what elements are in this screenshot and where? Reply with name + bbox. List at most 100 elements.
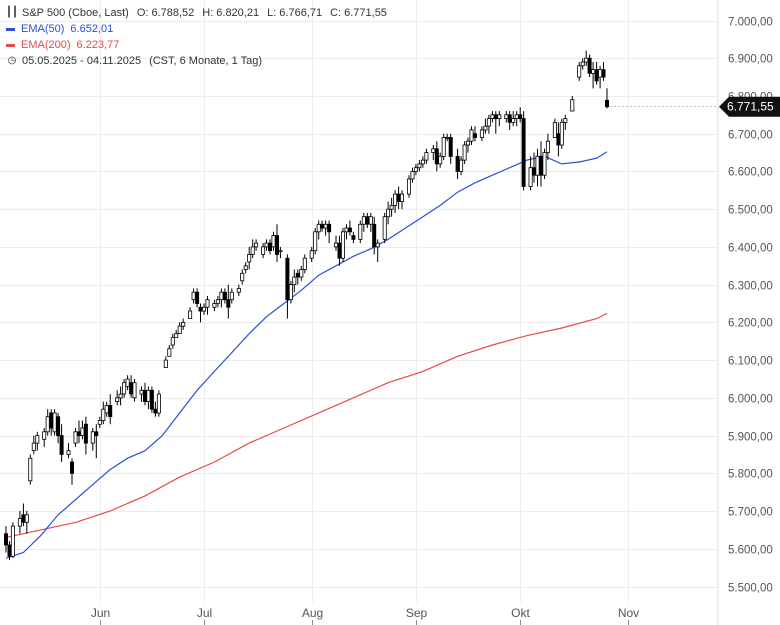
candle[interactable] — [327, 220, 332, 244]
candle[interactable] — [368, 212, 373, 232]
candle[interactable] — [580, 58, 585, 70]
candle[interactable] — [101, 401, 106, 425]
candle[interactable] — [250, 239, 255, 259]
candle[interactable] — [577, 62, 582, 81]
candle[interactable] — [587, 54, 592, 78]
candle[interactable] — [195, 288, 200, 308]
candle[interactable] — [448, 133, 453, 164]
candle[interactable] — [563, 114, 568, 130]
candle[interactable] — [399, 190, 404, 210]
candle[interactable] — [559, 118, 564, 149]
candle[interactable] — [201, 303, 206, 315]
candle[interactable] — [170, 333, 175, 349]
candle[interactable] — [459, 156, 464, 176]
candle[interactable] — [438, 152, 443, 168]
candle[interactable] — [483, 118, 488, 134]
candle[interactable] — [302, 254, 307, 274]
candle[interactable] — [181, 318, 186, 330]
candle[interactable] — [167, 345, 172, 357]
candle[interactable] — [118, 386, 123, 406]
candle[interactable] — [347, 220, 352, 236]
candle[interactable] — [4, 526, 9, 553]
candle[interactable] — [236, 284, 241, 296]
candle[interactable] — [406, 175, 411, 198]
candle[interactable] — [386, 201, 391, 225]
candle[interactable] — [389, 197, 394, 217]
candle[interactable] — [372, 216, 377, 255]
candle[interactable] — [340, 228, 345, 262]
candle[interactable] — [229, 288, 234, 304]
candle[interactable] — [605, 88, 610, 109]
candle[interactable] — [35, 431, 40, 451]
candle[interactable] — [413, 163, 418, 176]
candle[interactable] — [274, 224, 279, 262]
candle[interactable] — [358, 220, 363, 244]
candle[interactable] — [313, 228, 318, 255]
candle[interactable] — [28, 454, 33, 485]
candle[interactable] — [570, 96, 575, 112]
candle[interactable] — [441, 133, 446, 161]
candle[interactable] — [545, 133, 550, 161]
candle[interactable] — [479, 126, 484, 142]
candle[interactable] — [486, 114, 491, 134]
candle[interactable] — [261, 243, 266, 259]
candle[interactable] — [292, 269, 297, 293]
candle[interactable] — [149, 386, 154, 413]
candle[interactable] — [108, 394, 113, 425]
candle[interactable] — [83, 416, 88, 455]
candle[interactable] — [299, 265, 304, 281]
candle[interactable] — [52, 409, 57, 436]
candle[interactable] — [90, 428, 95, 451]
legend-ema200-row[interactable]: EMA(200) 6.223,77 — [6, 37, 387, 53]
candle[interactable] — [188, 307, 193, 319]
candle[interactable] — [285, 254, 290, 319]
candle[interactable] — [542, 148, 547, 179]
candle[interactable] — [156, 390, 161, 417]
time-axis[interactable]: Jun Jul Aug Sep Okt Nov — [91, 606, 639, 625]
candle[interactable] — [424, 148, 429, 164]
candle[interactable] — [56, 412, 61, 444]
candle[interactable] — [66, 443, 71, 459]
candle[interactable] — [215, 296, 220, 308]
candle[interactable] — [472, 126, 477, 142]
candle[interactable] — [511, 111, 516, 127]
candle[interactable] — [351, 231, 356, 244]
candle[interactable] — [212, 299, 217, 311]
candle[interactable] — [122, 379, 127, 398]
candle[interactable] — [518, 107, 523, 123]
candle[interactable] — [462, 141, 467, 164]
candle[interactable] — [31, 435, 36, 455]
candle[interactable] — [601, 62, 606, 81]
candle[interactable] — [240, 269, 245, 285]
candle[interactable] — [417, 160, 422, 172]
candle[interactable] — [278, 246, 283, 259]
candle[interactable] — [42, 428, 47, 447]
candle[interactable] — [247, 246, 252, 270]
candle[interactable] — [24, 511, 29, 534]
candle[interactable] — [163, 356, 168, 369]
candle[interactable] — [10, 522, 15, 559]
candle[interactable] — [552, 118, 557, 138]
candle[interactable] — [288, 280, 293, 304]
candle[interactable] — [59, 424, 64, 462]
candle[interactable] — [309, 246, 314, 262]
candle[interactable] — [73, 428, 78, 447]
candle[interactable] — [465, 137, 470, 153]
candle[interactable] — [70, 458, 75, 485]
candle[interactable] — [205, 296, 210, 315]
candle[interactable] — [226, 284, 231, 319]
candle[interactable] — [97, 416, 102, 428]
candle[interactable] — [497, 111, 502, 127]
candle[interactable] — [222, 288, 227, 304]
candle[interactable] — [177, 322, 182, 335]
candle[interactable] — [115, 390, 120, 406]
candle[interactable] — [420, 156, 425, 168]
candle[interactable] — [521, 111, 526, 191]
candle[interactable] — [382, 212, 387, 244]
legend-ema50-row[interactable]: EMA(50) 6.652,01 — [6, 21, 387, 37]
candle[interactable] — [94, 424, 99, 459]
candle[interactable] — [254, 239, 259, 251]
candle[interactable] — [528, 156, 533, 191]
candle[interactable] — [174, 329, 179, 338]
